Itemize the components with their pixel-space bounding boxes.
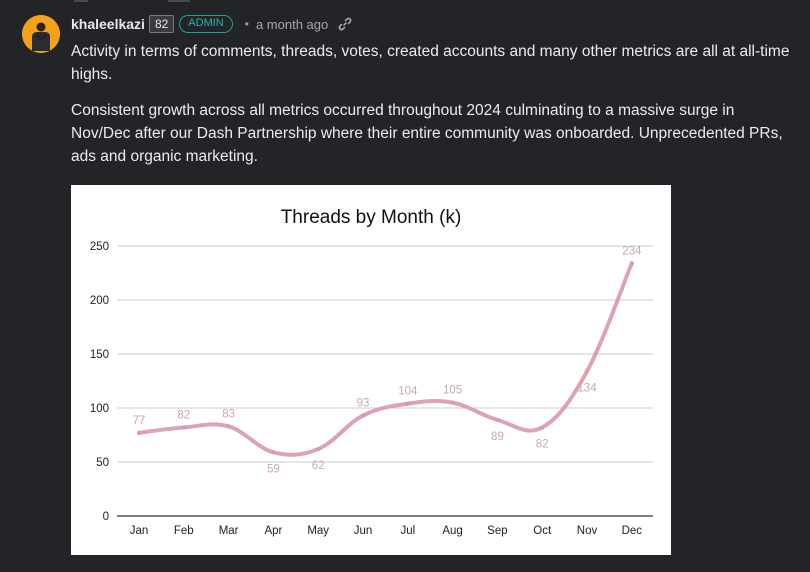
username-link[interactable]: khaleelkazi	[71, 16, 145, 32]
separator: •	[244, 17, 249, 31]
x-tick-label: Jun	[354, 525, 373, 537]
x-tick-label: Sep	[487, 525, 507, 537]
x-tick-label: Oct	[533, 525, 552, 537]
data-label: 134	[577, 382, 597, 394]
threads-line-chart: Threads by Month (k) 77 82 83 59 62 93 104 105 8…	[90, 207, 653, 537]
link-icon[interactable]	[338, 17, 352, 31]
avatar[interactable]	[22, 15, 60, 53]
timestamp[interactable]: a month ago	[255, 16, 329, 32]
post-paragraph: Activity in terms of comments, threads, …	[71, 43, 790, 83]
data-point	[629, 261, 634, 266]
data-point	[405, 401, 410, 406]
divider	[74, 0, 88, 2]
y-tick-label: 100	[90, 403, 109, 415]
data-point	[361, 413, 365, 418]
y-tick-label: 200	[90, 295, 109, 307]
data-label: 104	[398, 386, 418, 398]
post-meta: khaleelkazi 82 ADMIN • a month ago	[71, 14, 352, 34]
data-label: 82	[536, 438, 549, 450]
x-tick-label: Feb	[174, 525, 194, 537]
x-tick-label: Mar	[219, 525, 239, 537]
data-point	[316, 447, 321, 452]
x-tick-label: May	[307, 525, 329, 537]
divider	[168, 0, 190, 2]
data-point	[226, 424, 231, 429]
data-point	[181, 425, 186, 430]
chart-title: Threads by Month (k)	[281, 207, 462, 228]
x-tick-label: Jan	[130, 525, 149, 537]
y-tick-label: 0	[103, 511, 109, 523]
post-body: Activity in terms of comments, threads, …	[71, 40, 791, 181]
x-tick-label: Nov	[577, 525, 598, 537]
data-point	[540, 425, 545, 430]
chart-image: Threads by Month (k) 77 82 83 59 62 93 104 105 8…	[71, 185, 671, 555]
data-label: 93	[357, 398, 370, 410]
y-tick-label: 50	[96, 457, 109, 469]
previous-post-edge	[0, 0, 810, 3]
data-point	[271, 450, 276, 455]
x-tick-label: Jul	[400, 525, 415, 537]
data-point	[137, 430, 141, 435]
post-paragraph: Consistent growth across all metrics occ…	[71, 102, 783, 165]
x-tick-label: Apr	[264, 525, 282, 537]
data-label: 105	[443, 385, 462, 397]
avatar-icon	[22, 15, 60, 53]
data-label: 83	[222, 408, 235, 420]
data-label: 89	[491, 431, 504, 443]
data-label: 82	[177, 409, 190, 421]
y-tick-label: 150	[90, 349, 109, 361]
data-label: 62	[312, 460, 325, 472]
x-tick-label: Aug	[442, 525, 462, 537]
data-point	[585, 369, 589, 374]
series-line	[137, 261, 634, 457]
data-label: 234	[622, 245, 642, 257]
data-label: 77	[133, 415, 146, 427]
admin-badge: ADMIN	[179, 15, 233, 33]
reputation-badge: 82	[148, 15, 175, 33]
data-point	[450, 400, 455, 405]
y-tick-label: 250	[90, 241, 109, 253]
data-label: 59	[267, 463, 280, 475]
data-point	[495, 417, 500, 422]
x-tick-label: Dec	[622, 525, 643, 537]
